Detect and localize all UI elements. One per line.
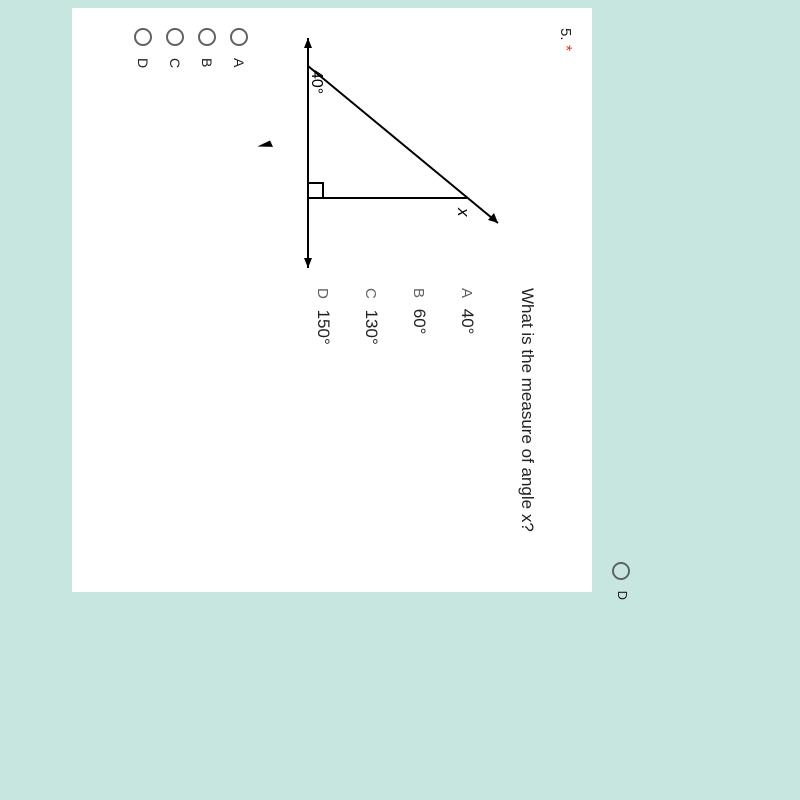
angle-x-label: x [454,207,473,217]
radio-option-b[interactable]: B [198,28,216,572]
question-card: 5. * What is the measure of angle x? [72,8,592,592]
prev-radio-label: D [615,591,630,600]
required-mark: * [557,45,574,51]
choice-c: C 130° [361,288,381,345]
answer-choices: A 40° B 60° C 130° D 150° [285,288,477,345]
radio-circle-icon [134,28,152,46]
radio-group: A B C D [134,28,248,572]
radio-circle-icon [198,28,216,46]
radio-option-d[interactable]: D [134,28,152,572]
radio-circle-icon [230,28,248,46]
choice-a: A 40° [457,288,477,345]
triangle-figure: 40° x [258,28,538,288]
radio-option-c[interactable]: C [166,28,184,572]
question-prompt: What is the measure of angle x? [517,288,537,532]
radio-option-a[interactable]: A [230,28,248,572]
angle-40-label: 40° [308,70,325,94]
radio-circle-icon [166,28,184,46]
choice-b: B 60° [409,288,429,345]
prev-radio-option[interactable] [612,562,630,580]
question-number: 5. * [556,28,574,572]
choice-d: D 150° [313,288,333,345]
